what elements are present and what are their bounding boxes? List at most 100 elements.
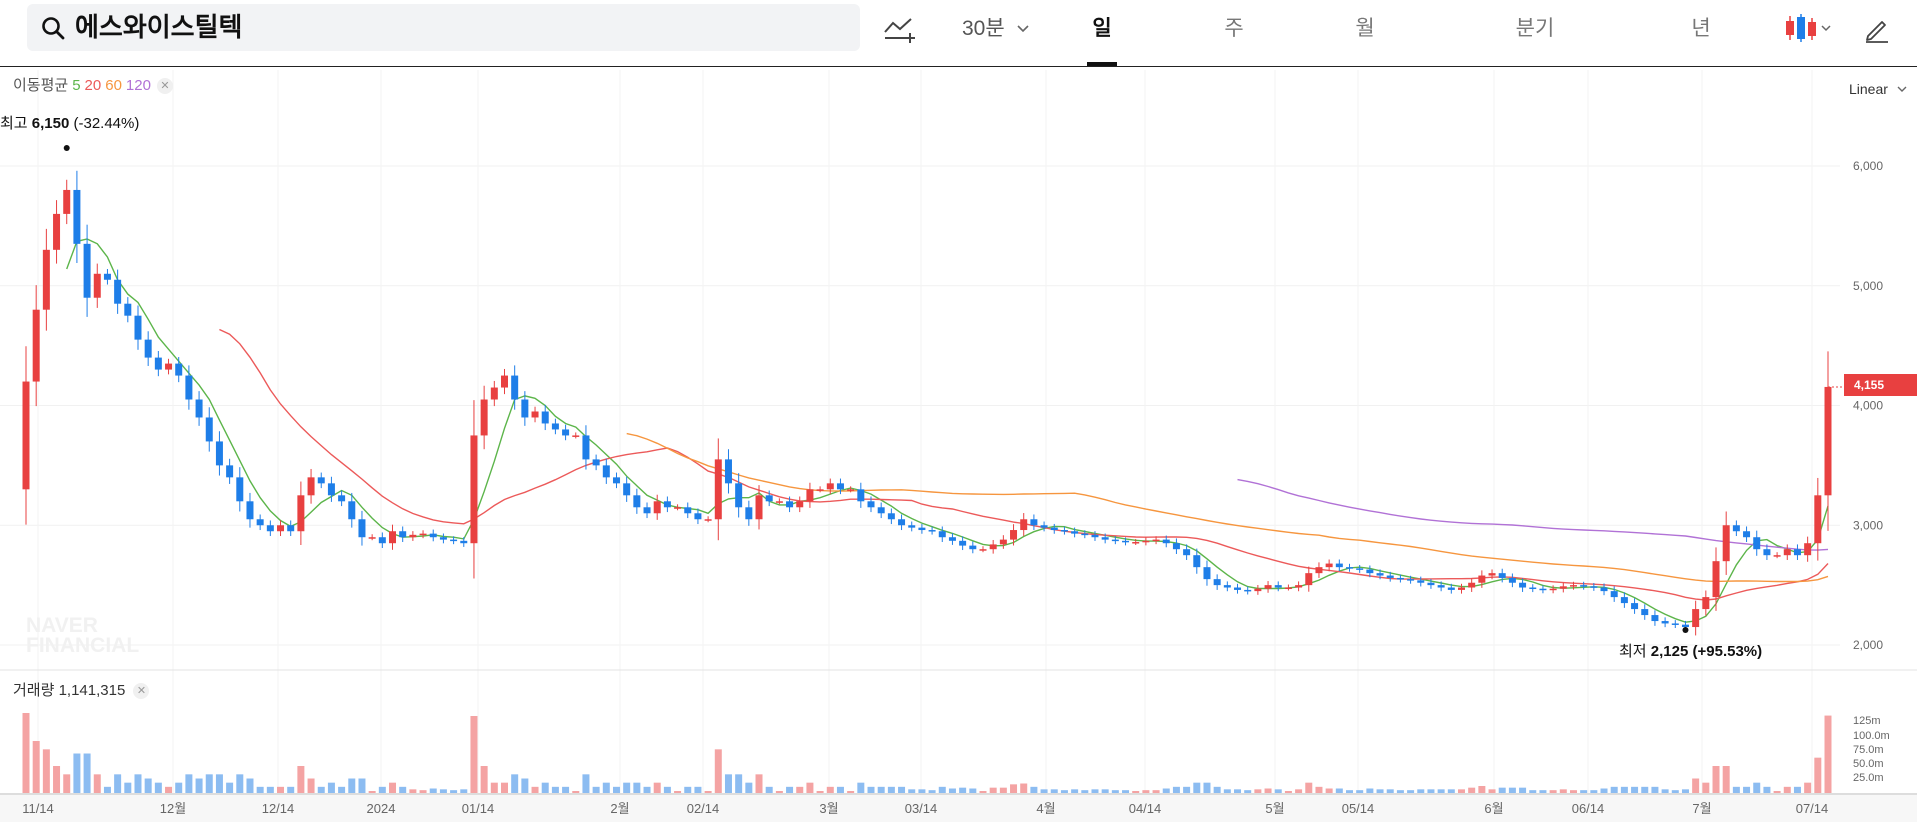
- stock-search-box[interactable]: 에스와이스틸텍: [27, 4, 860, 51]
- candle-body: [602, 465, 610, 478]
- candle: [348, 492, 356, 528]
- volume-bar: [928, 790, 936, 793]
- candle: [124, 297, 132, 323]
- candle: [266, 520, 274, 537]
- candle-body: [531, 411, 539, 418]
- tab-week[interactable]: 주: [1224, 17, 1244, 40]
- candle: [1203, 560, 1211, 586]
- candle: [663, 496, 671, 513]
- candle: [226, 458, 234, 484]
- volume-bar: [1203, 782, 1211, 793]
- candle-body: [1091, 534, 1099, 538]
- search-input[interactable]: 에스와이스틸텍: [75, 12, 243, 42]
- y-tick-label: 2,000: [1853, 638, 1883, 652]
- tab-quarter[interactable]: 분기: [1515, 17, 1555, 40]
- candle: [969, 541, 977, 554]
- add-indicator-icon[interactable]: [883, 14, 917, 44]
- volume-bar: [643, 786, 651, 793]
- ma-legend-label: 이동평균: [13, 77, 69, 94]
- candle-body: [226, 465, 234, 478]
- chevron-down-icon: [1017, 25, 1029, 33]
- volume-bar: [948, 788, 956, 793]
- volume-bar: [959, 787, 967, 793]
- candle-body: [1549, 588, 1557, 591]
- interval-dropdown[interactable]: 30분: [962, 14, 1031, 44]
- volume-bar: [612, 786, 620, 793]
- candle: [1569, 581, 1577, 590]
- volume-bar: [887, 786, 895, 793]
- candle-body: [1631, 603, 1639, 610]
- candle-body: [215, 441, 223, 466]
- candle-body: [1804, 543, 1812, 556]
- candle-body: [419, 533, 427, 536]
- close-ma-legend-icon[interactable]: ✕: [156, 78, 173, 95]
- candle-body: [704, 519, 712, 521]
- candle: [867, 496, 875, 513]
- candle-body: [643, 507, 651, 514]
- volume-bar: [1376, 789, 1384, 793]
- candle-body: [1162, 539, 1170, 544]
- volume-bar: [857, 782, 865, 793]
- tab-month[interactable]: 월: [1355, 17, 1375, 40]
- candle: [1060, 526, 1068, 535]
- candle-body: [1081, 533, 1089, 536]
- candle: [1122, 537, 1130, 546]
- candle-body: [959, 540, 967, 546]
- candle: [1692, 600, 1700, 636]
- candle: [368, 534, 376, 541]
- volume-tick-label: 125m: [1853, 715, 1881, 727]
- candle-body: [1600, 587, 1608, 592]
- candle: [612, 472, 620, 489]
- candle-body: [826, 483, 834, 490]
- volume-bar: [470, 716, 478, 793]
- candle: [103, 268, 111, 285]
- tab-year[interactable]: 년: [1691, 17, 1711, 40]
- volume-bar: [1386, 789, 1394, 793]
- candle-body: [948, 537, 956, 541]
- candle-body: [694, 513, 702, 520]
- candle: [1030, 514, 1038, 531]
- candle-body: [592, 459, 600, 466]
- candle: [755, 485, 763, 530]
- candle: [205, 407, 213, 452]
- candle-body: [1010, 530, 1018, 540]
- candlestick-type-icon[interactable]: [1784, 12, 1836, 46]
- candle-body: [53, 213, 61, 250]
- candle: [1162, 535, 1170, 548]
- candle: [735, 473, 743, 518]
- candle-body: [969, 545, 977, 550]
- ma120-line: [1237, 478, 1829, 551]
- scale-mode-dropdown[interactable]: Linear: [1849, 79, 1908, 99]
- candle: [816, 486, 824, 493]
- candle: [1732, 520, 1740, 537]
- watermark-text: NAVER: [26, 614, 98, 637]
- candle: [1814, 477, 1822, 561]
- pencil-icon[interactable]: [1862, 14, 1892, 44]
- volume-bar: [1264, 788, 1272, 793]
- volume-bar: [836, 786, 844, 793]
- volume-bar: [114, 774, 122, 793]
- volume-bar: [1661, 789, 1669, 793]
- candle-body: [1183, 549, 1191, 556]
- close-volume-legend-icon[interactable]: ✕: [133, 683, 150, 700]
- candle: [938, 526, 946, 543]
- candle-body: [1814, 495, 1822, 544]
- volume-bar: [1783, 786, 1791, 793]
- candle-body: [714, 459, 722, 520]
- candle-body: [1213, 579, 1221, 586]
- volume-bar: [1010, 784, 1018, 793]
- volume-bar: [1620, 786, 1628, 793]
- tab-day[interactable]: 일: [1092, 17, 1112, 40]
- volume-bar: [653, 782, 661, 793]
- candle: [1712, 547, 1720, 611]
- candle: [1325, 559, 1333, 572]
- candle-body: [1478, 575, 1486, 583]
- low-change: (+95.53%): [1692, 643, 1763, 660]
- x-tick-label: 2024: [367, 801, 396, 816]
- candle-body: [1356, 568, 1364, 570]
- candle-body: [908, 525, 916, 528]
- candle-body: [1396, 577, 1404, 580]
- volume-bar: [1549, 790, 1557, 793]
- volume-bar: [908, 789, 916, 793]
